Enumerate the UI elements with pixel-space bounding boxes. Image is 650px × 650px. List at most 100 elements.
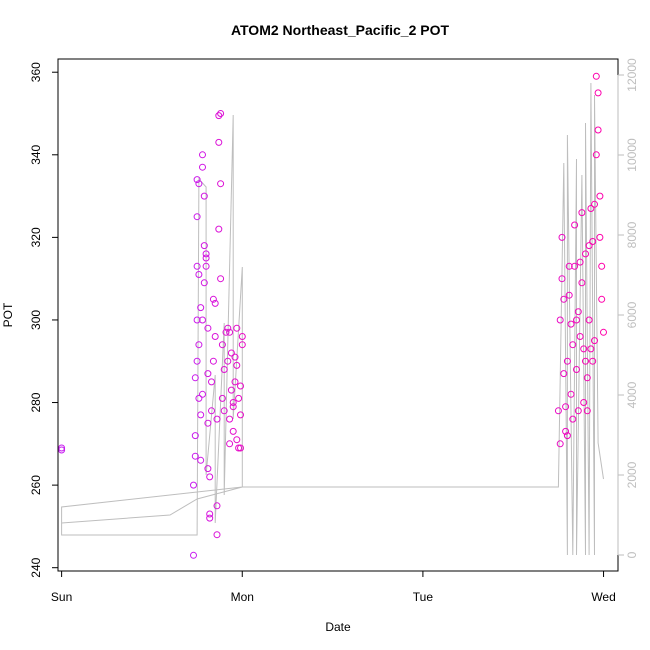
data-point <box>574 308 582 316</box>
right-tick-label: 6000 <box>625 301 639 328</box>
data-point <box>573 366 580 373</box>
data-point <box>190 551 197 559</box>
data-point <box>226 328 234 336</box>
right-tick-label: 0 <box>625 551 639 558</box>
data-point <box>220 366 228 373</box>
data-point <box>206 510 214 518</box>
data-point <box>578 209 586 217</box>
data-point <box>576 333 584 340</box>
data-point <box>567 390 575 398</box>
plot-frame <box>57 58 619 572</box>
data-point <box>211 333 219 340</box>
left-tick-label: 240 <box>29 557 43 577</box>
data-point <box>58 444 66 452</box>
data-point <box>215 112 223 120</box>
x-tick-label: Wed <box>591 590 615 604</box>
data-point <box>211 299 219 307</box>
data-point <box>587 205 595 212</box>
data-point <box>227 349 235 357</box>
data-point <box>193 357 201 365</box>
data-point <box>195 271 203 278</box>
y-axis-title: POT <box>1 302 15 327</box>
data-point <box>191 432 199 440</box>
data-point <box>191 452 199 460</box>
data-point <box>204 465 212 473</box>
data-point <box>576 258 584 266</box>
left-tick-label: 360 <box>29 62 43 82</box>
data-point <box>560 370 568 378</box>
data-point <box>235 444 243 452</box>
data-point <box>195 180 203 188</box>
data-point <box>562 427 570 435</box>
data-point <box>193 262 201 270</box>
left-tick-label: 280 <box>29 392 43 412</box>
data-point <box>583 407 591 415</box>
data-point <box>224 357 232 365</box>
data-point <box>582 250 589 258</box>
left-tick-label: 260 <box>29 475 43 495</box>
data-point <box>208 407 215 415</box>
data-point <box>237 411 244 419</box>
x-axis: Sun Mon Tue Wed <box>51 570 616 604</box>
right-tick-label: 12000 <box>625 58 639 92</box>
data-point <box>213 502 221 510</box>
data-point <box>206 514 214 522</box>
data-point <box>594 89 602 97</box>
data-point <box>206 473 214 481</box>
data-point <box>238 333 246 340</box>
data-point <box>197 411 205 419</box>
left-tick-label: 320 <box>29 227 43 247</box>
data-point <box>193 316 201 324</box>
data-point <box>204 419 212 427</box>
data-point <box>237 444 244 452</box>
data-point <box>233 361 241 369</box>
data-point <box>598 295 606 303</box>
data-point <box>224 324 232 332</box>
data-point <box>600 328 607 336</box>
secondary-series-line <box>61 82 604 556</box>
data-point <box>231 378 239 386</box>
data-point <box>222 328 230 336</box>
data-point <box>229 399 237 406</box>
data-point <box>587 345 595 353</box>
data-point <box>233 324 241 332</box>
right-tick-label: 10000 <box>625 138 639 172</box>
data-points-group <box>58 72 607 559</box>
data-point <box>217 180 225 188</box>
data-point <box>598 262 606 270</box>
data-point <box>571 262 579 270</box>
x-tick-label: Tue <box>413 590 434 604</box>
data-point <box>237 382 244 390</box>
data-point <box>220 407 228 415</box>
data-point <box>569 341 577 349</box>
data-point <box>578 279 586 287</box>
left-tick-label: 340 <box>29 144 43 164</box>
data-point <box>193 213 201 221</box>
data-point <box>565 291 573 299</box>
data-point <box>571 221 579 229</box>
data-point <box>195 394 203 402</box>
x-axis-title: Date <box>325 620 351 634</box>
data-point <box>589 357 597 365</box>
data-point <box>558 233 566 241</box>
data-point <box>580 345 588 353</box>
data-point <box>229 427 237 435</box>
data-point <box>567 320 575 328</box>
data-point <box>560 295 568 303</box>
right-y-axis: 0 2000 4000 6000 8000 10000 12000 <box>617 58 639 558</box>
data-point <box>563 432 571 440</box>
data-point <box>233 436 241 444</box>
data-point <box>209 295 217 303</box>
data-point <box>238 341 246 349</box>
right-tick-label: 4000 <box>625 381 639 408</box>
data-point <box>217 275 225 283</box>
x-tick-label: Mon <box>231 590 254 604</box>
data-point <box>218 341 226 349</box>
data-point <box>229 403 237 411</box>
data-point <box>197 304 205 312</box>
data-point <box>585 242 593 250</box>
data-point <box>202 262 210 270</box>
data-point <box>217 110 225 117</box>
data-point <box>213 531 221 539</box>
